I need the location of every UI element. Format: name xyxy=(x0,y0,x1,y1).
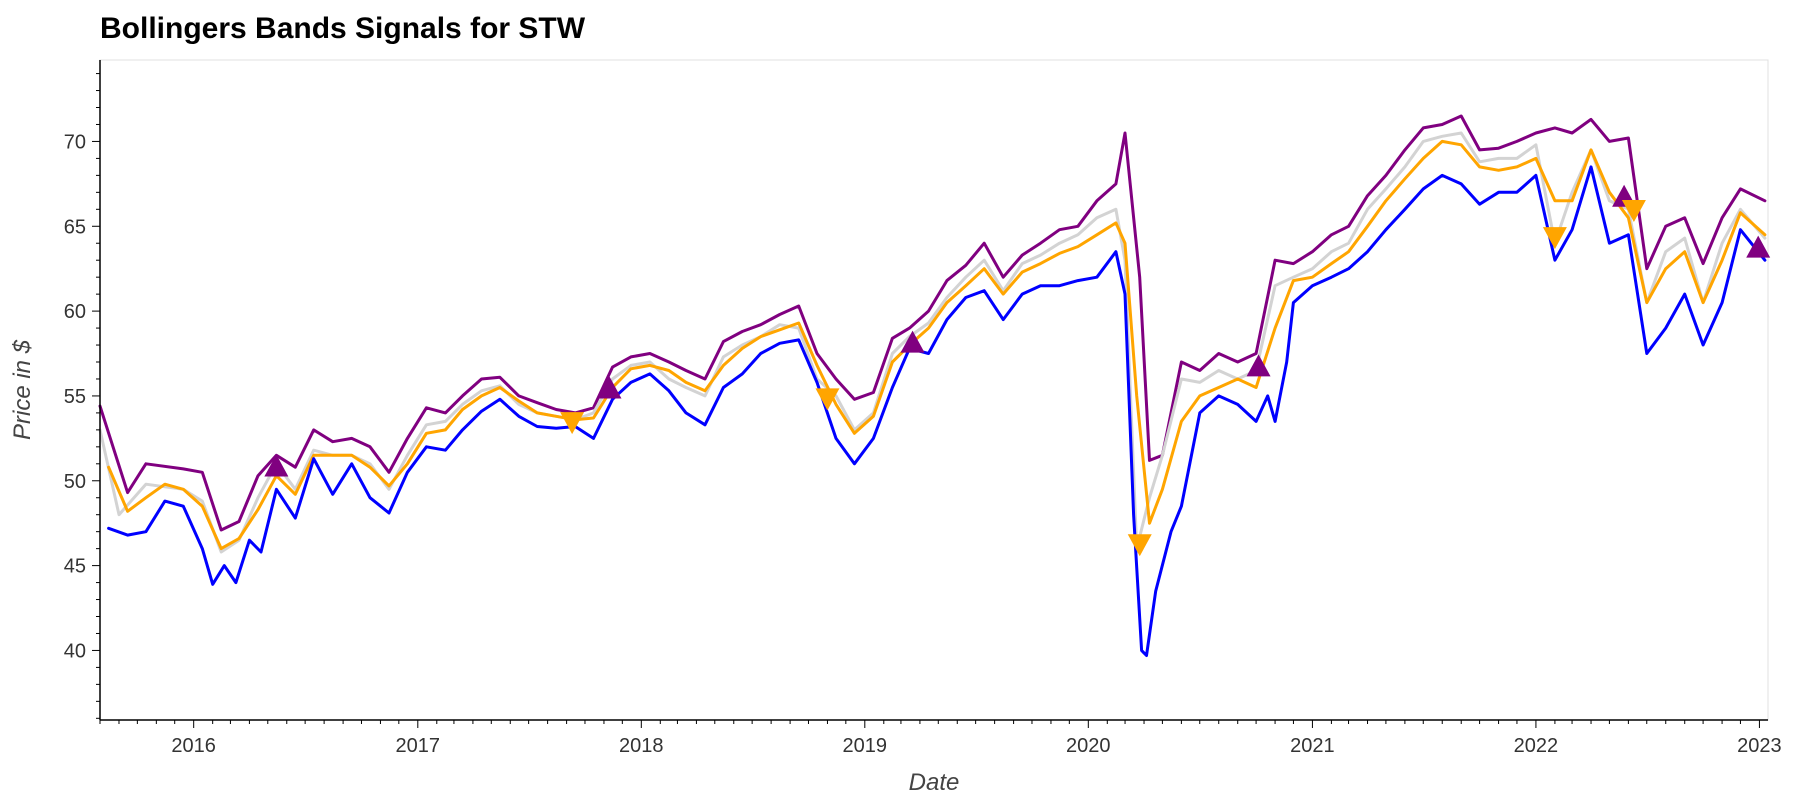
x-axis-label: Date xyxy=(909,769,960,796)
y-tick-label: 40 xyxy=(64,640,86,662)
axes-layer: 40 45 50 55 60 65 70 2016 2017 2018 2019 2020 2021 20… xyxy=(64,60,1782,757)
x-tick-label: 2016 xyxy=(171,735,216,757)
x-tick-label: 2020 xyxy=(1066,735,1111,757)
x-tick-label: 2022 xyxy=(1514,735,1559,757)
y-tick-label: 45 xyxy=(64,556,86,578)
series-line-lower xyxy=(107,165,1767,657)
x-tick-label: 2018 xyxy=(619,735,664,757)
x-tick-label: 2021 xyxy=(1290,735,1335,757)
series-line-middle xyxy=(107,139,1767,551)
buy-signal-marker xyxy=(900,330,925,353)
series-line-close xyxy=(98,131,1767,554)
x-tick-label: 2017 xyxy=(396,735,441,757)
chart-title: Bollingers Bands Signals for STW xyxy=(100,12,586,45)
buy-signal-marker xyxy=(597,376,622,399)
series-line-upper xyxy=(98,114,1767,532)
sell-signal-marker xyxy=(1621,200,1646,223)
sell-signal-marker xyxy=(1127,534,1152,557)
sell-signal-marker xyxy=(815,388,840,411)
buy-signal-marker xyxy=(1246,354,1271,377)
x-tick-label: 2019 xyxy=(843,735,888,757)
y-tick-label: 55 xyxy=(64,386,86,408)
x-tick-label: 2023 xyxy=(1737,735,1782,757)
markers-layer xyxy=(264,184,1771,557)
y-tick-label: 50 xyxy=(64,471,86,493)
sell-signal-marker xyxy=(1542,227,1567,250)
buy-signal-marker xyxy=(1746,235,1771,258)
y-axis-label: Price in $ xyxy=(9,339,36,440)
y-tick-label: 70 xyxy=(64,131,86,153)
buy-signal-marker xyxy=(264,454,289,477)
sell-signal-marker xyxy=(560,412,585,435)
y-tick-label: 60 xyxy=(64,301,86,323)
y-tick-label: 65 xyxy=(64,216,86,238)
lines-layer xyxy=(98,114,1767,657)
